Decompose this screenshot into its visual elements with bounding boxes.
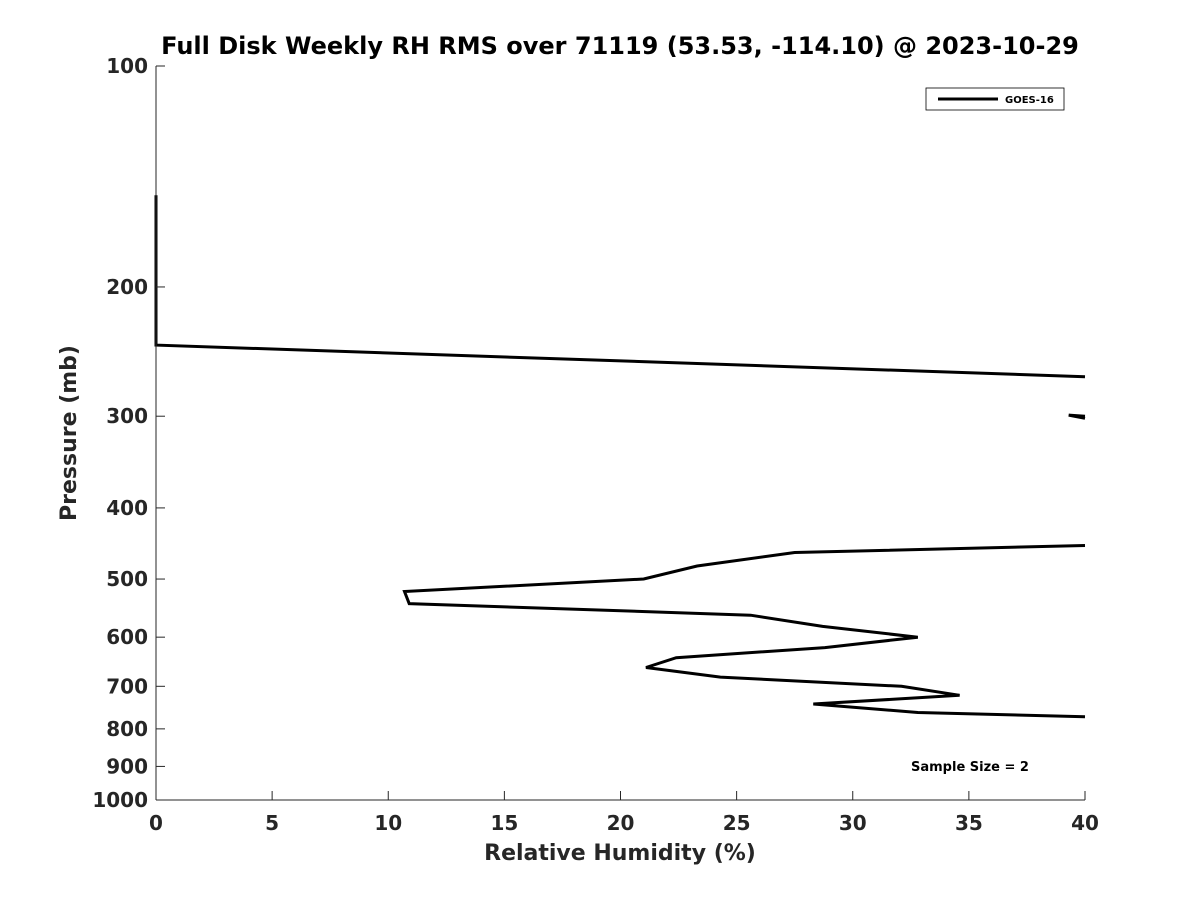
x-tick-label: 0 <box>149 811 163 835</box>
x-tick-label: 30 <box>839 811 867 835</box>
y-tick-label: 200 <box>106 275 148 299</box>
legend-label-goes-16: GOES-16 <box>1005 95 1054 106</box>
series-goes-16-segment-1 <box>154 195 1086 379</box>
y-tick-label: 800 <box>106 717 148 741</box>
x-axis-label: Relative Humidity (%) <box>484 841 756 866</box>
x-tick-label: 5 <box>265 811 279 835</box>
chart-title: Full Disk Weekly RH RMS over 71119 (53.5… <box>161 32 1079 60</box>
y-tick-label: 700 <box>106 674 148 698</box>
series-goes-16-segment-3 <box>402 544 1086 719</box>
x-tick-label: 25 <box>723 811 751 835</box>
y-axis-label: Pressure (mb) <box>57 345 82 521</box>
legend: GOES-16 <box>925 87 1065 111</box>
y-tick-label: 100 <box>106 54 148 78</box>
y-tick-label: 500 <box>106 567 148 591</box>
sample-size-annotation: Sample Size = 2 <box>911 760 1029 775</box>
y-tick-label: 900 <box>106 754 148 778</box>
series-goes-16-segment-2 <box>1068 413 1086 420</box>
x-tick-label: 15 <box>490 811 518 835</box>
x-tick-label: 35 <box>955 811 983 835</box>
x-ticks: 0 5 10 15 20 25 30 35 40 <box>149 791 1099 835</box>
y-tick-label: 400 <box>106 496 148 520</box>
plot-lines <box>154 195 1086 719</box>
x-tick-label: 40 <box>1071 811 1099 835</box>
y-tick-label: 300 <box>106 404 148 428</box>
x-tick-label: 10 <box>374 811 402 835</box>
y-tick-label: 1000 <box>92 788 148 812</box>
x-tick-label: 20 <box>607 811 635 835</box>
y-tick-label: 600 <box>106 625 148 649</box>
y-ticks: 100 200 300 400 500 600 700 800 900 1000 <box>92 54 165 812</box>
